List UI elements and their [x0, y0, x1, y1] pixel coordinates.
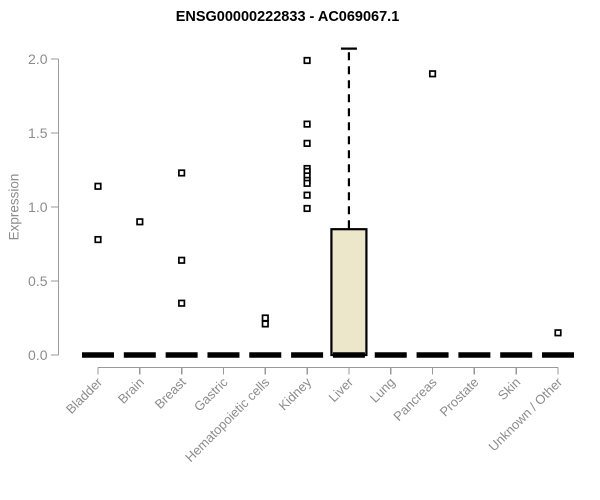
outlier-point [303, 56, 311, 65]
y-tick-label: 1.5 [28, 125, 48, 141]
outlier-point [178, 299, 186, 307]
outlier-point [428, 70, 437, 78]
outlier-point [136, 218, 144, 226]
outlier-point [94, 235, 102, 244]
box [330, 228, 368, 357]
median-line [500, 352, 533, 358]
median-line [542, 352, 575, 358]
category-label: Lung [367, 375, 398, 406]
median-line [207, 352, 240, 358]
category-label: Bladder [63, 374, 106, 417]
median-line [458, 352, 491, 358]
median-line [291, 352, 324, 358]
outlier-point [554, 329, 562, 337]
outlier-point [94, 182, 102, 190]
category-label: Liver [326, 374, 357, 405]
category-label: Gastric [191, 374, 231, 414]
outlier-point [178, 169, 186, 177]
median-line [82, 352, 114, 358]
median-line [332, 352, 365, 358]
outlier-point [303, 179, 311, 187]
category-label: Kidney [276, 374, 315, 413]
y-tick-label: 2.0 [28, 51, 48, 67]
outlier-point [261, 320, 269, 328]
outlier-point [303, 120, 311, 128]
category-label: Brain [115, 375, 147, 407]
outlier-point [303, 139, 311, 147]
median-line [416, 352, 449, 358]
category-label: Pancreas [390, 374, 440, 424]
median-line [165, 352, 198, 358]
outlier-point [303, 191, 311, 199]
chart-title: ENSG00000222833 - AC069067.1 [175, 9, 400, 25]
outlier-point [261, 314, 269, 322]
category-label: Breast [152, 374, 189, 411]
y-tick-label: 0.0 [28, 347, 48, 363]
outlier-point [178, 256, 186, 264]
category-label: Skin [495, 375, 523, 403]
category-label: Prostate [437, 375, 482, 420]
y-tick-label: 1.0 [28, 199, 48, 215]
median-line [374, 352, 407, 358]
outlier-point [303, 204, 311, 213]
median-line [249, 352, 282, 358]
category-label: Unknown / Other [486, 374, 566, 454]
median-line [123, 352, 156, 358]
y-tick-label: 0.5 [28, 273, 48, 289]
